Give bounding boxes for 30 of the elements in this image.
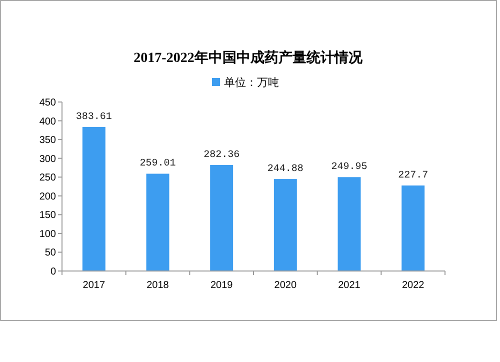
bar bbox=[146, 174, 170, 271]
bar bbox=[338, 177, 361, 271]
y-tick-label: 0 bbox=[50, 266, 56, 278]
data-label: 259.01 bbox=[140, 158, 176, 170]
legend-label: 单位：万吨 bbox=[224, 76, 279, 89]
y-tick-label: 350 bbox=[39, 135, 56, 146]
data-label: 249.95 bbox=[331, 162, 368, 174]
x-tick-label: 2017 bbox=[82, 280, 106, 291]
y-tick-label: 250 bbox=[39, 172, 56, 184]
y-tick-label: 50 bbox=[44, 248, 56, 259]
x-tick-label: 2021 bbox=[338, 280, 361, 291]
data-label: 383.61 bbox=[76, 112, 112, 123]
x-tick-label: 2022 bbox=[402, 280, 425, 291]
data-label: 244.88 bbox=[267, 164, 304, 176]
bar bbox=[210, 164, 234, 271]
bar bbox=[402, 185, 425, 271]
data-label: 227.7 bbox=[398, 170, 428, 182]
y-tick-label: 200 bbox=[39, 191, 56, 202]
chart-title: 2017-2022年中国中成药产量统计情况 bbox=[134, 49, 364, 66]
x-tick-label: 2019 bbox=[210, 280, 234, 291]
x-tick-label: 2018 bbox=[146, 280, 170, 291]
y-tick-label: 150 bbox=[39, 210, 56, 222]
y-tick-label: 400 bbox=[39, 116, 56, 128]
data-label: 282.36 bbox=[204, 150, 240, 161]
bar bbox=[82, 126, 106, 271]
x-tick-label: 2020 bbox=[274, 280, 297, 291]
y-tick-label: 100 bbox=[39, 228, 56, 240]
y-tick-label: 450 bbox=[39, 98, 56, 108]
bar bbox=[274, 179, 297, 271]
y-tick-label: 300 bbox=[39, 154, 56, 165]
